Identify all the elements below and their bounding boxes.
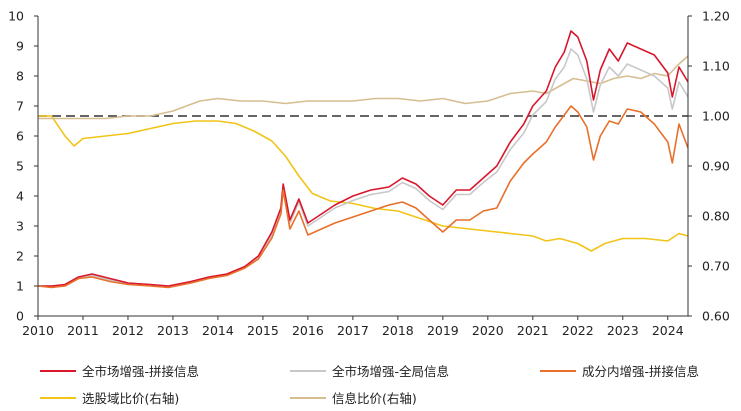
legend-swatch bbox=[290, 369, 326, 372]
series-line-1 bbox=[38, 30, 689, 287]
x-tick-label: 2018 bbox=[382, 323, 414, 338]
legend-swatch bbox=[540, 369, 576, 372]
legend-swatch bbox=[40, 369, 76, 372]
y-right-tick-label: 0.90 bbox=[702, 159, 730, 174]
x-tick-label: 2021 bbox=[517, 323, 549, 338]
x-tick-label: 2022 bbox=[562, 323, 594, 338]
y-left-tick-label: 2 bbox=[16, 249, 24, 264]
legend-label: 成分内增强-拼接信息 bbox=[582, 364, 700, 379]
y-left-tick-label: 3 bbox=[16, 219, 24, 234]
x-tick-label: 2015 bbox=[247, 323, 279, 338]
x-tick-label: 2010 bbox=[22, 323, 54, 338]
y-left-tick-label: 10 bbox=[8, 9, 24, 24]
legend-item-4: 选股域比价(右轴) bbox=[40, 388, 179, 407]
series-line-5 bbox=[38, 55, 689, 120]
x-tick-label: 2014 bbox=[202, 323, 234, 338]
y-left-tick-label: 6 bbox=[16, 129, 24, 144]
legend-swatch bbox=[290, 396, 326, 399]
y-left-tick-label: 4 bbox=[16, 189, 24, 204]
legend-item-2: 全市场增强-全局信息 bbox=[290, 361, 449, 380]
y-right-tick-label: 1.20 bbox=[702, 9, 730, 24]
legend-label: 选股域比价(右轴) bbox=[82, 391, 180, 406]
legend-item-5: 信息比价(右轴) bbox=[290, 388, 417, 407]
series-line-3 bbox=[37, 105, 689, 289]
y-right-tick-label: 0.60 bbox=[702, 309, 730, 324]
line-chart: 0 1 2 3 4 5 6 7 8 9 10 0.60 0.70 0.80 0.90 1.00 1.10 1.20… bbox=[8, 9, 730, 339]
x-tick-label: 2012 bbox=[112, 323, 144, 338]
y-left-tick-label: 9 bbox=[16, 39, 24, 54]
legend-label: 信息比价(右轴) bbox=[332, 391, 417, 406]
x-tick-label: 2024 bbox=[652, 323, 684, 338]
legend-item-3: 成分内增强-拼接信息 bbox=[540, 361, 699, 380]
x-tick-label: 2016 bbox=[292, 323, 324, 338]
legend-label: 全市场增强-拼接信息 bbox=[82, 364, 200, 379]
legend-item-1: 全市场增强-拼接信息 bbox=[40, 361, 199, 380]
legend-swatch bbox=[40, 396, 76, 399]
y-right-tick-label: 1.00 bbox=[702, 109, 730, 124]
y-left-tick-label: 0 bbox=[16, 309, 24, 324]
legend-label: 全市场增强-全局信息 bbox=[332, 364, 450, 379]
y-right-tick-label: 1.10 bbox=[702, 59, 730, 74]
y-left-tick-label: 1 bbox=[16, 279, 24, 294]
x-tick-label: 2011 bbox=[67, 323, 99, 338]
x-tick-label: 2023 bbox=[607, 323, 639, 338]
x-tick-label: 2013 bbox=[157, 323, 189, 338]
y-left-tick-label: 5 bbox=[16, 159, 24, 174]
y-right-tick-label: 0.70 bbox=[702, 259, 730, 274]
chart-legend: 全市场增强-拼接信息 全市场增强-全局信息 成分内增强-拼接信息选股域比价(右轴) 信… bbox=[0, 355, 741, 411]
y-right-tick-label: 0.80 bbox=[702, 209, 730, 224]
x-tick-label: 2017 bbox=[337, 323, 369, 338]
x-tick-label: 2020 bbox=[472, 323, 504, 338]
y-left-tick-label: 7 bbox=[16, 99, 24, 114]
y-left-tick-label: 8 bbox=[16, 69, 24, 84]
series-line-4 bbox=[38, 115, 689, 252]
x-tick-label: 2019 bbox=[427, 323, 459, 338]
